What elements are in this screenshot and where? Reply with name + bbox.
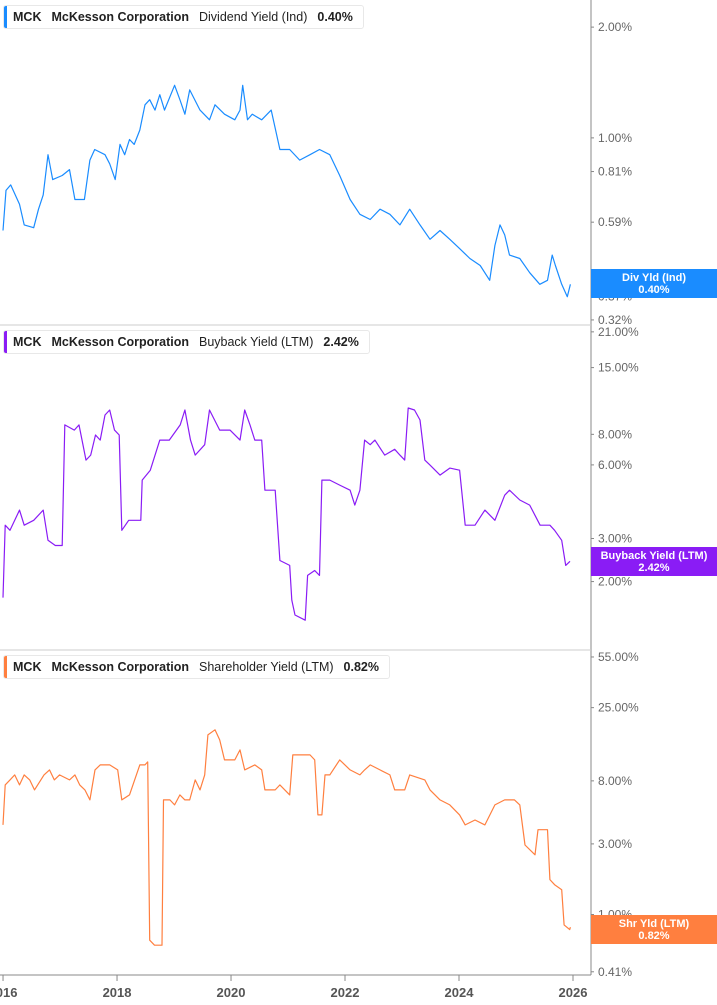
y-tick-label: 2.00% <box>598 575 632 589</box>
legend-color-bar <box>4 331 7 353</box>
legend-company: McKesson Corporation <box>51 660 189 674</box>
legend-color-bar <box>4 656 7 678</box>
x-tick-label: 2016 <box>0 985 17 1000</box>
y-tick-label: 1.00% <box>598 131 632 145</box>
legend-metric: Dividend Yield (Ind) <box>198 10 308 24</box>
series-line-shareholder <box>2 729 571 946</box>
y-tick-label: 8.00% <box>598 774 632 788</box>
legend-buyback-yield: MCK McKesson Corporation Buyback Yield (… <box>3 330 370 354</box>
value-label-value: 2.42% <box>638 561 670 574</box>
y-tick-label: 3.00% <box>598 837 632 851</box>
y-tick-label: 0.59% <box>598 215 632 229</box>
y-tick-label: 25.00% <box>598 701 639 715</box>
series-line-dividend <box>2 84 571 298</box>
x-tick-label: 2018 <box>103 985 132 1000</box>
legend-metric: Buyback Yield (LTM) <box>198 335 314 349</box>
legend-value: 0.40% <box>317 10 353 24</box>
legend-company: McKesson Corporation <box>51 335 189 349</box>
legend-ticker: MCK <box>13 10 42 24</box>
y-tick-label: 6.00% <box>598 458 632 472</box>
value-label-value: 0.40% <box>638 283 670 296</box>
y-tick-label: 2.00% <box>598 20 632 34</box>
value-label-name: Buyback Yield (LTM) <box>600 549 708 562</box>
y-tick-label: 3.00% <box>598 532 632 546</box>
legend-color-bar <box>4 6 7 28</box>
y-tick-label: 8.00% <box>598 427 632 441</box>
value-label-value: 0.82% <box>638 929 670 942</box>
x-tick-label: 2024 <box>445 985 475 1000</box>
y-tick-label: 0.81% <box>598 165 632 179</box>
x-tick-label: 2026 <box>559 985 588 1000</box>
y-tick-label: 0.41% <box>598 965 632 979</box>
current-value-label-shareholder: Shr Yld (LTM) 0.82% <box>591 915 717 944</box>
y-tick-label: 21.00% <box>598 325 639 339</box>
current-value-label-buyback: Buyback Yield (LTM) 2.42% <box>591 547 717 576</box>
legend-value: 2.42% <box>323 335 359 349</box>
legend-ticker: MCK <box>13 335 42 349</box>
y-tick-label: 0.32% <box>598 313 632 327</box>
y-tick-label: 55.00% <box>598 650 639 664</box>
series-line-buyback <box>2 407 571 621</box>
legend-shareholder-yield: MCK McKesson Corporation Shareholder Yie… <box>3 655 390 679</box>
legend-ticker: MCK <box>13 660 42 674</box>
value-label-name: Shr Yld (LTM) <box>618 917 690 930</box>
legend-dividend-yield: MCK McKesson Corporation Dividend Yield … <box>3 5 364 29</box>
current-value-label-dividend: Div Yld (Ind) 0.40% <box>591 269 717 298</box>
legend-company: McKesson Corporation <box>51 10 189 24</box>
legend-metric: Shareholder Yield (LTM) <box>198 660 334 674</box>
x-tick-label: 2020 <box>217 985 246 1000</box>
x-tick-label: 2022 <box>331 985 360 1000</box>
value-label-name: Div Yld (Ind) <box>622 271 686 284</box>
y-tick-label: 15.00% <box>598 361 639 375</box>
legend-value: 0.82% <box>343 660 379 674</box>
